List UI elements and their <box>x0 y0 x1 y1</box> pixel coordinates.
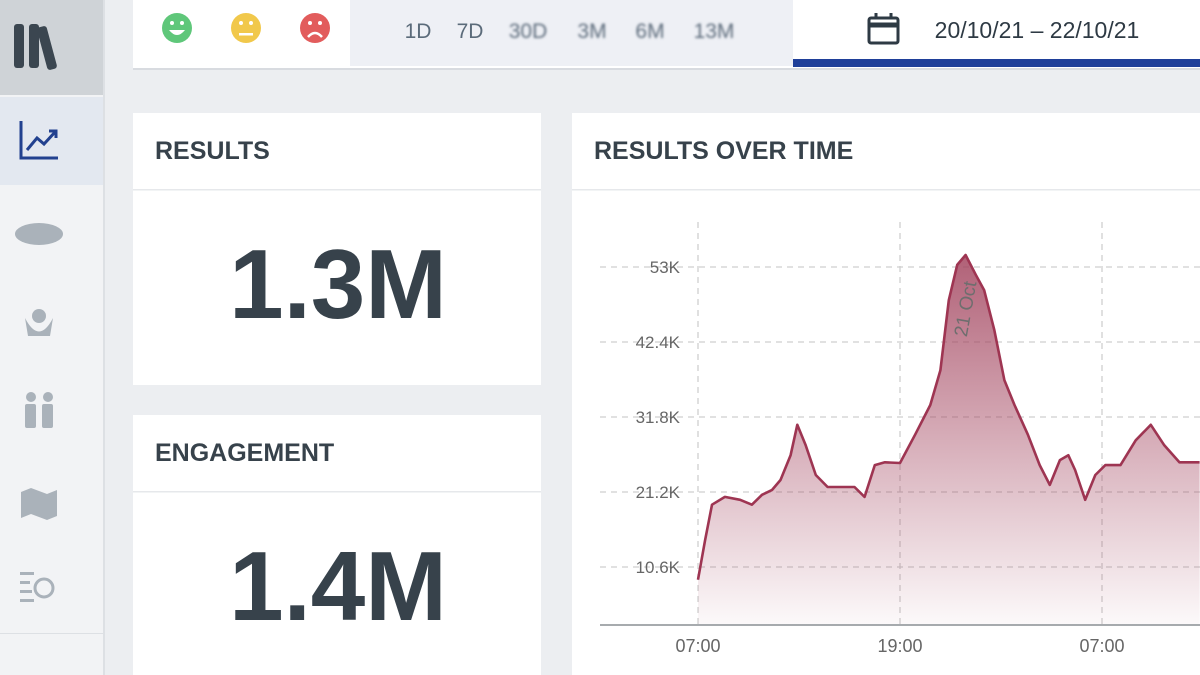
smiley-positive[interactable] <box>162 13 192 43</box>
range-button[interactable]: 30D <box>509 20 548 43</box>
sidebar-divider <box>0 633 103 634</box>
range-button[interactable]: 7D <box>457 20 484 43</box>
toolbar-shadow <box>133 68 1200 70</box>
x-tick-label: 07:00 <box>1079 636 1124 656</box>
sidebar-border <box>103 0 105 675</box>
x-tick-label: 07:00 <box>675 636 720 656</box>
range-button[interactable]: 3M <box>577 20 606 43</box>
smiley-negative[interactable] <box>300 13 330 43</box>
sidebar-item-active[interactable] <box>0 97 103 185</box>
series <box>696 253 1200 625</box>
range-bar <box>350 0 793 66</box>
y-tick-label: 10.6K <box>636 558 681 577</box>
smiley-neutral[interactable] <box>231 13 261 43</box>
card-divider <box>133 189 541 191</box>
card-divider <box>572 189 1200 191</box>
card-divider <box>133 491 541 493</box>
card-title: ENGAGEMENT <box>155 439 334 467</box>
logo-icon <box>14 24 57 70</box>
card-title: RESULTS <box>155 137 270 165</box>
card-value: 1.3M <box>229 229 447 339</box>
sidebar-icons <box>15 223 63 602</box>
range-button[interactable]: 1D <box>405 20 432 43</box>
line <box>696 253 1200 580</box>
range-button[interactable]: 13M <box>694 20 735 43</box>
chart-title: RESULTS OVER TIME <box>594 137 853 165</box>
results-card <box>133 113 541 385</box>
x-tick-label: 19:00 <box>877 636 922 656</box>
y-tick-label: 53K <box>650 258 681 277</box>
y-tick-label: 31.8K <box>636 408 681 427</box>
engagement-card <box>133 415 541 675</box>
y-tick-label: 42.4K <box>636 333 681 352</box>
range-button[interactable]: 6M <box>635 20 664 43</box>
date-range[interactable]: 20/10/21 – 22/10/21 <box>935 17 1140 43</box>
trend-icon <box>19 121 58 160</box>
calendar-icon <box>867 13 900 45</box>
card-value: 1.4M <box>229 531 447 641</box>
date-underline <box>793 59 1200 67</box>
area <box>698 255 1200 625</box>
y-tick-label: 21.2K <box>636 483 681 502</box>
